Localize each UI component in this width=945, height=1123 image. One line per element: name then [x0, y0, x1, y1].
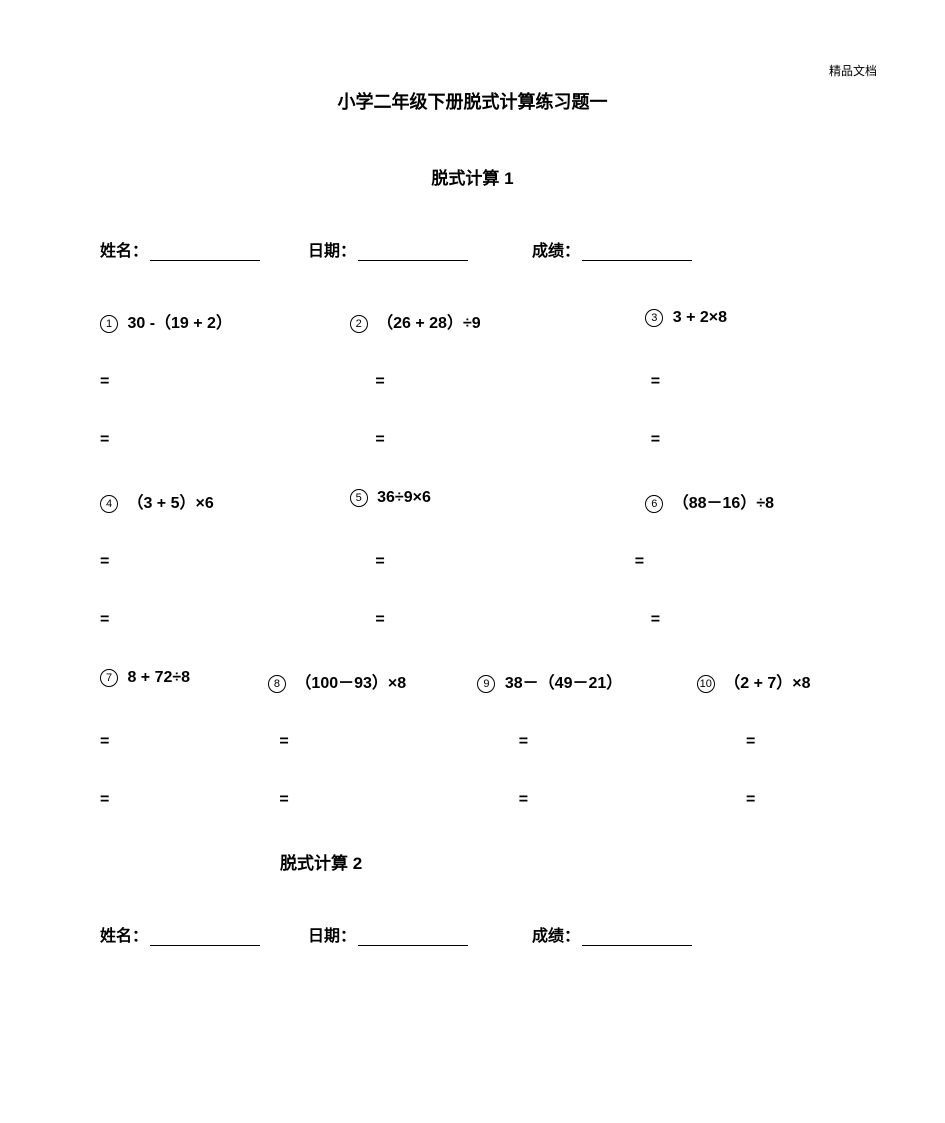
equals-cell: =: [100, 373, 109, 391]
problem-number: 10: [697, 675, 715, 693]
equals-cell: =: [746, 791, 755, 809]
info-item: 成绩：: [532, 922, 692, 946]
blank-underline: [358, 243, 468, 261]
info-label: 姓名：: [100, 237, 148, 261]
problem-cell: 3 3 + 2×8: [645, 309, 845, 333]
equals-cell: =: [746, 733, 755, 751]
eq-row-2a: = = =: [100, 553, 845, 571]
page: 小学二年级下册脱式计算练习题一 脱式计算 1 姓名： 日期： 成绩： 1 30 -（…: [0, 0, 945, 1034]
problem-expression: （88－16）÷8: [668, 495, 774, 512]
problem-expression: （100－93）×8: [291, 675, 406, 692]
problem-expression: 8 + 72÷8: [123, 669, 190, 686]
problem-cell: 7 8 + 72÷8: [100, 669, 268, 693]
problem-cell: 6 （88－16）÷8: [645, 489, 845, 513]
problem-expression: （26 + 28）÷9: [373, 315, 481, 332]
info-label: 成绩：: [532, 237, 580, 261]
problem-row-2: 4 （3 + 5）×65 36÷9×66 （88－16）÷8: [100, 489, 845, 513]
info-label: 姓名：: [100, 922, 148, 946]
section1-subtitle: 脱式计算 1: [100, 164, 845, 189]
info-item: 姓名：: [100, 237, 260, 261]
problem-cell: 5 36÷9×6: [350, 489, 646, 513]
equals-cell: =: [651, 431, 660, 449]
blank-underline: [582, 243, 692, 261]
equals-cell: =: [100, 611, 109, 629]
blank-underline: [358, 928, 468, 946]
problem-number: 7: [100, 669, 118, 687]
equals-cell: =: [375, 553, 384, 571]
info-item: 日期：: [308, 922, 468, 946]
problem-number: 4: [100, 495, 118, 513]
info-label: 日期：: [308, 237, 356, 261]
eq-row-2b: = = =: [100, 611, 845, 629]
eq-row-1a: = = =: [100, 373, 845, 391]
problem-expression: 3 + 2×8: [668, 309, 727, 326]
eq-row-1b: = = =: [100, 431, 845, 449]
problem-row-1: 1 30 -（19 + 2）2 （26 + 28）÷93 3 + 2×8: [100, 309, 845, 333]
blank-underline: [582, 928, 692, 946]
eq-row-3a: = = = =: [100, 733, 845, 751]
info-label: 成绩：: [532, 922, 580, 946]
equals-cell: =: [100, 733, 109, 751]
equals-cell: =: [100, 553, 109, 571]
equals-cell: =: [651, 373, 660, 391]
problem-number: 1: [100, 315, 118, 333]
equals-cell: =: [375, 611, 384, 629]
problem-cell: 1 30 -（19 + 2）: [100, 309, 350, 333]
problem-cell: 9 38－（49－21）: [477, 669, 696, 693]
main-title: 小学二年级下册脱式计算练习题一: [100, 88, 845, 114]
problem-cell: 8 （100－93）×8: [268, 669, 477, 693]
problem-number: 8: [268, 675, 286, 693]
equals-cell: =: [279, 791, 288, 809]
info-line-1: 姓名： 日期： 成绩：: [100, 237, 845, 261]
equals-cell: =: [635, 553, 644, 571]
info-item: 姓名：: [100, 922, 260, 946]
problem-number: 6: [645, 495, 663, 513]
problem-number: 3: [645, 309, 663, 327]
problem-number: 2: [350, 315, 368, 333]
problem-expression: 38－（49－21）: [500, 675, 622, 692]
blank-underline: [150, 928, 260, 946]
equals-cell: =: [519, 733, 528, 751]
problem-expression: 36÷9×6: [373, 489, 431, 506]
blank-underline: [150, 243, 260, 261]
problem-number: 9: [477, 675, 495, 693]
info-line-2: 姓名： 日期： 成绩：: [100, 922, 845, 946]
problem-number: 5: [350, 489, 368, 507]
problem-expression: 30 -（19 + 2）: [123, 315, 232, 332]
equals-cell: =: [100, 431, 109, 449]
eq-row-3b: = = = =: [100, 791, 845, 809]
equals-cell: =: [279, 733, 288, 751]
equals-cell: =: [651, 611, 660, 629]
equals-cell: =: [375, 431, 384, 449]
equals-cell: =: [375, 373, 384, 391]
problem-expression: （3 + 5）×6: [123, 495, 214, 512]
section2-subtitle: 脱式计算 2: [280, 849, 845, 874]
problem-cell: 4 （3 + 5）×6: [100, 489, 350, 513]
problem-cell: 10 （2 + 7）×8: [697, 669, 845, 693]
info-label: 日期：: [308, 922, 356, 946]
info-item: 日期：: [308, 237, 468, 261]
problem-cell: 2 （26 + 28）÷9: [350, 309, 646, 333]
equals-cell: =: [100, 791, 109, 809]
header-label: 精品文档: [829, 62, 877, 79]
info-item: 成绩：: [532, 237, 692, 261]
equals-cell: =: [519, 791, 528, 809]
problem-row-3: 7 8 + 72÷88 （100－93）×89 38－（49－21）10 （2 …: [100, 669, 845, 693]
problem-expression: （2 + 7）×8: [720, 675, 811, 692]
